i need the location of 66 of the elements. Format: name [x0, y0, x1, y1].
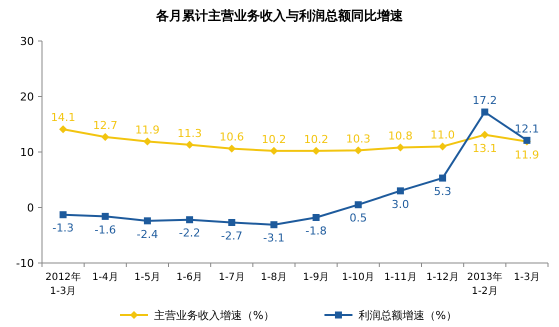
- data-label: 11.9: [135, 123, 160, 136]
- x-tick-label: 1-12月: [426, 272, 459, 283]
- data-label: 0.5: [350, 212, 367, 225]
- data-label: 10.3: [346, 132, 370, 146]
- data-label: -3.1: [263, 232, 285, 245]
- data-label: 12.1: [514, 122, 540, 136]
- data-label: -1.3: [52, 222, 74, 235]
- data-label: 13.1: [472, 142, 497, 155]
- point: [228, 218, 236, 226]
- point: [354, 201, 362, 208]
- x-tick-label: 2013年 1-2月: [467, 271, 502, 297]
- data-label: 11.0: [430, 128, 455, 142]
- data-label: 17.2: [472, 94, 497, 108]
- data-label: 14.1: [50, 111, 76, 124]
- data-label: 10.2: [304, 132, 328, 146]
- x-tick-label: 1-11月: [384, 272, 417, 283]
- legend-label: 利润总额增速（%）: [358, 309, 457, 322]
- point: [186, 216, 194, 224]
- data-label: -2.4: [136, 228, 158, 241]
- point: [270, 221, 278, 228]
- x-tick-label: 1-3月: [514, 272, 540, 283]
- point: [228, 144, 236, 153]
- point: [480, 130, 489, 139]
- point: [186, 140, 194, 149]
- y-tick-label: 10: [20, 146, 34, 159]
- data-label: 10.8: [388, 130, 413, 143]
- data-label: 5.3: [434, 185, 452, 198]
- data-label: -1.8: [305, 224, 327, 238]
- y-tick-label: -10: [16, 257, 34, 270]
- point: [270, 146, 278, 155]
- point: [312, 146, 320, 155]
- point: [101, 133, 110, 142]
- x-tick-label: 1-6月: [176, 272, 203, 283]
- point: [354, 146, 362, 154]
- data-label: -1.6: [94, 223, 116, 236]
- point: [481, 108, 488, 116]
- data-label: 10.6: [220, 130, 244, 144]
- point: [143, 137, 152, 146]
- data-label: 11.3: [177, 126, 202, 140]
- data-label: 12.7: [93, 119, 118, 132]
- x-tick-label: 1-9月: [302, 272, 330, 283]
- x-tick-label: 1-7月: [218, 272, 245, 283]
- point: [312, 214, 320, 221]
- chart-title: 各月累计主营业务收入与利润总额同比增速: [155, 8, 404, 24]
- point: [396, 144, 404, 152]
- x-tick-label: 1-5月: [134, 272, 161, 283]
- point: [60, 211, 67, 218]
- legend-label: 主营业务收入增速（%）: [154, 309, 274, 322]
- data-label: -2.2: [178, 226, 200, 240]
- point: [59, 125, 68, 134]
- data-label: -2.7: [221, 229, 242, 242]
- point: [396, 187, 404, 194]
- y-tick-label: 20: [20, 90, 34, 104]
- x-tick-label: 2012年 1-3月: [45, 271, 81, 297]
- data-label: 11.9: [514, 148, 540, 162]
- y-tick-label: 30: [20, 35, 34, 48]
- point: [144, 217, 151, 224]
- x-tick-label: 1-10月: [342, 272, 375, 283]
- data-label: 3.0: [392, 198, 410, 211]
- point: [438, 142, 447, 150]
- x-tick-label: 1-4月: [92, 272, 118, 283]
- x-tick-label: 1-8月: [260, 272, 288, 283]
- y-tick-label: 0: [27, 202, 34, 214]
- point: [439, 174, 446, 182]
- data-label: 10.2: [262, 132, 286, 146]
- point: [102, 212, 109, 220]
